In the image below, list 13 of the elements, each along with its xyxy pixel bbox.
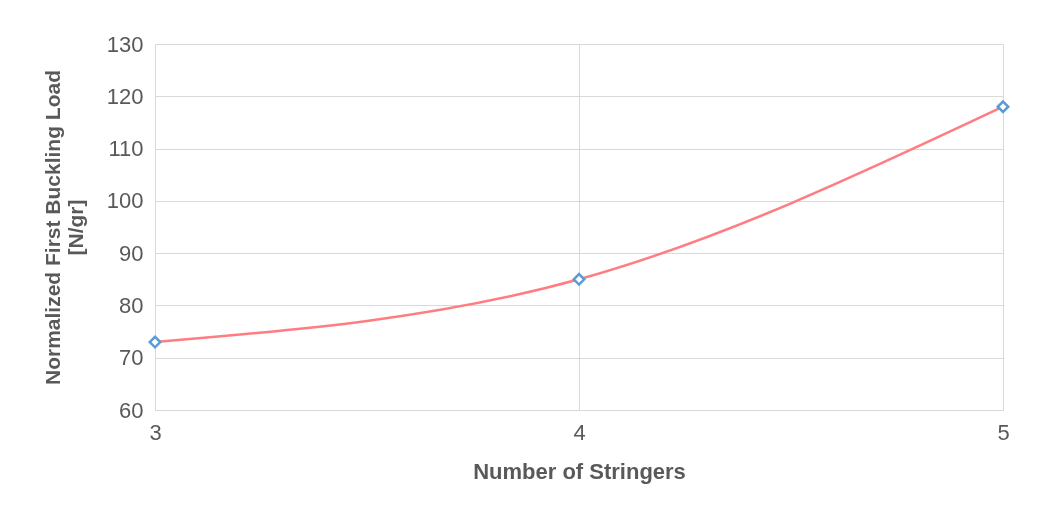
- y-tick-label: 70: [119, 345, 144, 371]
- x-axis-title: Number of Stringers: [473, 458, 686, 484]
- y-tick-label: 120: [106, 83, 144, 109]
- y-tick-label: 110: [108, 136, 144, 162]
- y-tick-label: 60: [119, 397, 144, 423]
- y-tick-label: 100: [106, 188, 144, 214]
- y-tick-label: 130: [106, 31, 144, 57]
- y-tick-label: 90: [119, 240, 144, 266]
- x-tick-label: 4: [573, 419, 586, 445]
- x-tick-label: 5: [997, 419, 1010, 445]
- y-axis-title: Normalized First Buckling Load [N/gr]: [40, 69, 87, 386]
- x-tick-label: 3: [149, 419, 162, 445]
- y-tick-label: 80: [119, 292, 144, 318]
